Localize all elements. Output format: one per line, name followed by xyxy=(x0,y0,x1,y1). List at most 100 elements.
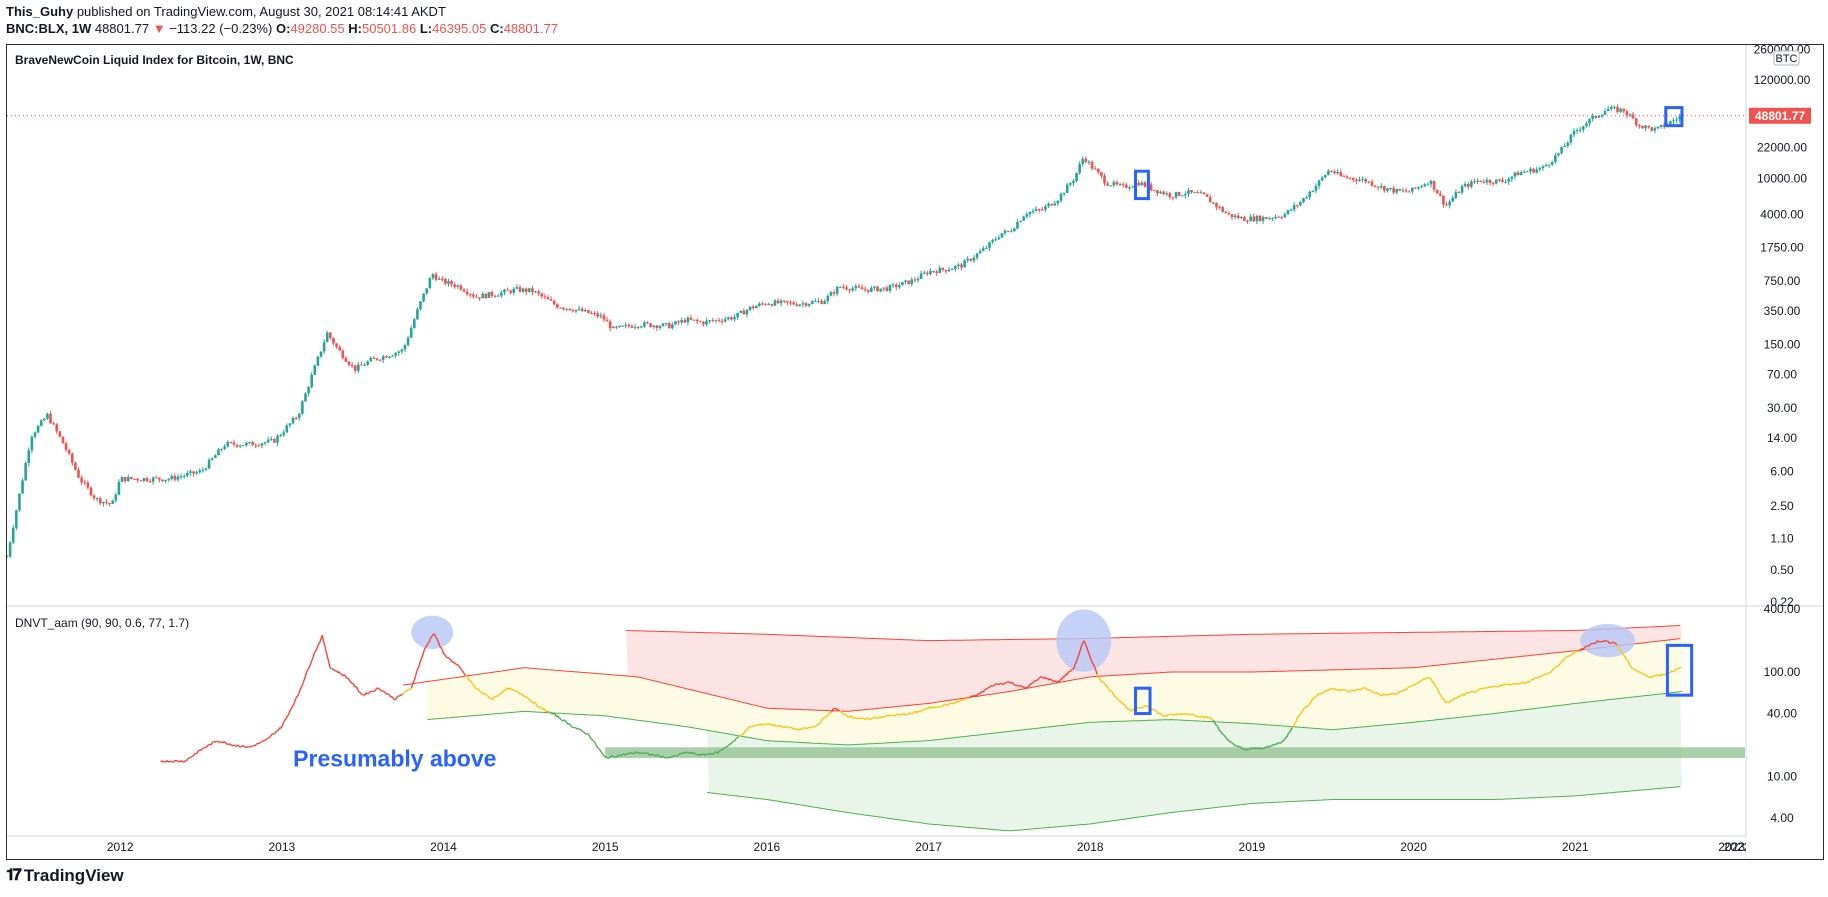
candle-body xyxy=(11,527,15,543)
oscillator-segment xyxy=(271,733,274,736)
y-tick-label-main: 0.22 xyxy=(1770,595,1794,609)
y-tick-label-main: 120000.00 xyxy=(1754,73,1811,87)
oscillator-segment xyxy=(646,752,649,755)
oscillator-segment xyxy=(1282,739,1286,742)
candle-body xyxy=(658,326,662,329)
currency-badge xyxy=(1773,50,1800,66)
oscillator-segment xyxy=(881,715,884,718)
oscillator-segment xyxy=(456,663,459,666)
candle-body xyxy=(1355,179,1358,182)
candle-body xyxy=(664,323,668,325)
oscillator-segment xyxy=(1073,663,1076,670)
oscillator-segment xyxy=(1285,736,1288,738)
candle-body xyxy=(1013,228,1016,232)
candle-body xyxy=(1569,134,1573,143)
oscillator-segment xyxy=(1295,717,1299,722)
candle-body xyxy=(440,278,444,280)
oscillator-segment xyxy=(383,691,387,694)
oscillator-segment xyxy=(1449,699,1452,703)
oscillator-segment xyxy=(875,717,878,720)
candle-body xyxy=(1541,166,1545,169)
candle-body xyxy=(1519,172,1523,176)
candle-body xyxy=(1439,193,1442,196)
candle-body xyxy=(1637,124,1641,126)
oscillator-segment xyxy=(268,735,272,739)
candle-body xyxy=(1330,170,1333,172)
oscillator-segment xyxy=(431,633,435,637)
oscillator-segment xyxy=(777,725,780,728)
oscillator-segment xyxy=(1291,725,1295,728)
oscillator-segment xyxy=(1502,683,1505,686)
candle-body xyxy=(496,295,500,297)
candle-body xyxy=(1395,188,1399,193)
candle-body xyxy=(192,471,195,474)
oscillator-segment xyxy=(700,753,703,756)
oscillator-segment xyxy=(603,755,607,758)
candle-body xyxy=(1582,126,1585,130)
oscillator-segment xyxy=(1294,721,1297,724)
oscillator-segment xyxy=(1076,654,1080,659)
oscillator-segment xyxy=(809,726,812,729)
oscillator-segment xyxy=(545,710,548,713)
oscillator-segment xyxy=(172,760,176,763)
footer-brand[interactable]: 𝟏𝟕 TradingView xyxy=(6,866,124,886)
oscillator-segment xyxy=(1166,714,1169,717)
author-name[interactable]: This_Guhy xyxy=(6,4,74,19)
oscillator-segment xyxy=(799,728,802,731)
oscillator-segment xyxy=(998,683,1001,686)
oscillator-segment xyxy=(1440,695,1443,699)
candle-body xyxy=(571,310,575,312)
oscillator-segment xyxy=(1069,670,1072,673)
oscillator-segment xyxy=(1315,694,1318,698)
candle-body xyxy=(546,297,550,300)
oscillator-segment xyxy=(1299,712,1302,715)
candle-body xyxy=(1165,193,1169,195)
oscillator-segment xyxy=(1172,714,1176,717)
candle-body xyxy=(832,292,836,294)
candle-body xyxy=(357,364,360,371)
candle-body xyxy=(1037,209,1041,211)
candle-body xyxy=(360,364,363,366)
oscillator-segment xyxy=(655,754,658,757)
candle-body xyxy=(1526,171,1529,173)
oscillator-segment xyxy=(183,760,186,763)
candle-body xyxy=(1603,111,1607,115)
oscillator-segment xyxy=(699,753,702,757)
oscillator-segment xyxy=(967,697,970,700)
candle-body xyxy=(618,325,621,328)
oscillator-segment xyxy=(879,716,882,719)
oscillator-segment xyxy=(1236,745,1239,748)
oscillator-segment xyxy=(1571,652,1574,656)
oscillator-segment xyxy=(390,695,393,698)
candle-body xyxy=(254,445,258,447)
oscillator-segment xyxy=(1643,673,1646,676)
candle-body xyxy=(1187,190,1190,195)
candle-body xyxy=(621,325,624,327)
oscillator-segment xyxy=(872,716,875,719)
oscillator-segment xyxy=(1329,687,1332,691)
candle-body xyxy=(43,418,46,421)
oscillator-segment xyxy=(1620,650,1623,654)
candle-body xyxy=(916,278,920,281)
candle-body xyxy=(857,286,861,288)
candle-body xyxy=(823,301,826,304)
oscillator-segment xyxy=(808,726,811,729)
oscillator-segment xyxy=(1182,712,1185,715)
oscillator-segment xyxy=(548,711,551,714)
oscillator-segment xyxy=(423,646,427,650)
candle-body xyxy=(1616,106,1619,112)
oscillator-segment xyxy=(1035,679,1038,682)
candle-body xyxy=(1563,145,1566,148)
oscillator-segment xyxy=(1171,714,1174,717)
oscillator-segment xyxy=(448,657,451,660)
oscillator-segment xyxy=(1669,670,1672,674)
candle-body xyxy=(776,300,780,304)
oscillator-segment xyxy=(1387,693,1390,696)
oscillator-segment xyxy=(204,746,207,749)
oscillator-segment xyxy=(919,710,922,713)
oscillator-segment xyxy=(941,704,944,707)
oscillator-segment xyxy=(1397,691,1401,694)
candle-body xyxy=(341,350,345,359)
oscillator-segment xyxy=(1383,693,1386,696)
